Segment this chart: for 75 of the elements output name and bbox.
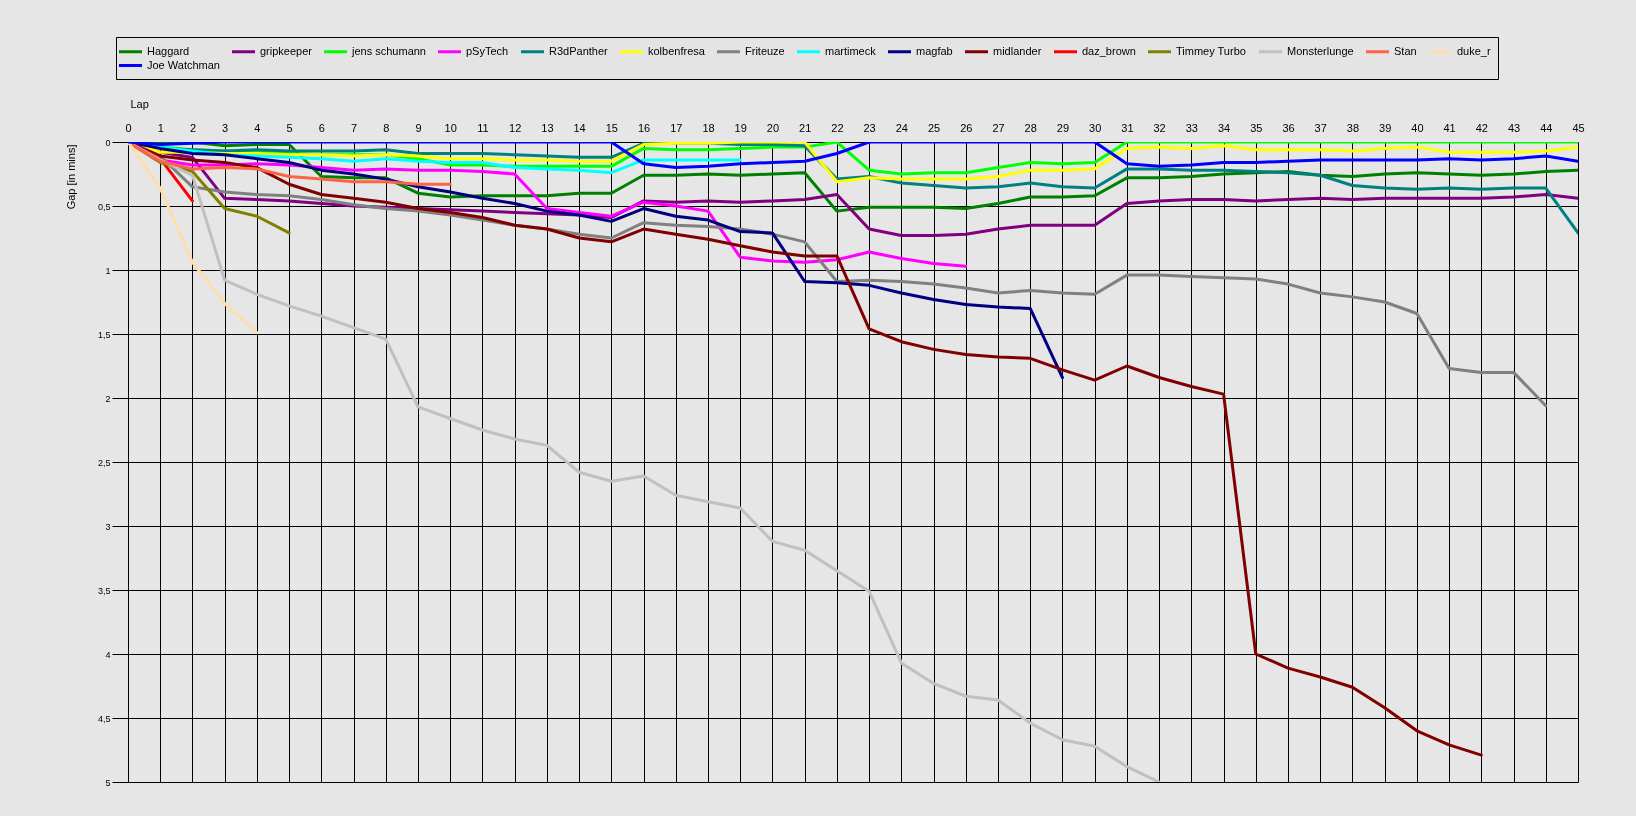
x-tick-label: 27 (992, 121, 1005, 134)
x-tick-label: 23 (863, 121, 876, 134)
x-tick-label: 0 (125, 121, 132, 134)
legend-label: gripkeeper (260, 44, 313, 57)
y-tick-label: 3,5 (97, 585, 111, 596)
x-tick-label: 32 (1153, 121, 1166, 134)
legend-label: Stan (1394, 44, 1417, 57)
x-axis-title: Lap (130, 97, 149, 110)
y-tick-label: 2 (105, 393, 111, 404)
x-tick-label: 20 (766, 121, 780, 134)
x-tick-label: 15 (605, 121, 618, 134)
x-tick-label: 1 (157, 121, 164, 134)
y-tick-label: 1,5 (97, 329, 111, 340)
x-tick-label: 3 (222, 121, 229, 134)
x-tick-label: 19 (734, 121, 747, 134)
x-tick-label: 38 (1346, 121, 1360, 134)
x-tick-label: 21 (799, 121, 812, 134)
y-tick-label: 5 (105, 777, 111, 788)
legend-label: Joe Watchman (147, 58, 220, 71)
legend-label: Friteuze (745, 44, 785, 57)
x-tick-label: 10 (444, 121, 457, 134)
x-tick-label: 44 (1540, 121, 1553, 134)
x-tick-label: 29 (1056, 121, 1070, 134)
y-axis-title: Gap [in mins] (64, 144, 77, 210)
x-tick-label: 7 (350, 121, 358, 134)
x-tick-label: 8 (383, 121, 390, 134)
x-tick-label: 35 (1250, 121, 1263, 134)
legend-label: martimeck (825, 44, 877, 57)
legend-label: jens schumann (351, 44, 426, 57)
x-tick-label: 17 (670, 121, 683, 134)
x-tick-label: 37 (1314, 121, 1327, 134)
x-tick-label: 40 (1411, 121, 1424, 134)
x-tick-label: 42 (1475, 121, 1488, 134)
x-tick-label: 13 (541, 121, 554, 134)
x-tick-label: 25 (927, 121, 941, 134)
x-tick-label: 41 (1443, 121, 1456, 134)
legend-label: magfab (916, 44, 953, 57)
y-tick-label: 3 (105, 521, 111, 532)
legend-label: midlander (993, 44, 1042, 57)
x-tick-label: 12 (509, 121, 522, 134)
x-tick-label: 28 (1024, 121, 1037, 134)
y-tick-label: 0,5 (97, 201, 111, 212)
legend-label: daz_brown (1082, 44, 1136, 57)
x-tick-label: 26 (960, 121, 973, 134)
legend-label: duke_r (1457, 44, 1491, 57)
x-tick-label: 14 (573, 121, 586, 134)
y-tick-label: 4 (105, 649, 111, 660)
x-tick-label: 11 (477, 121, 489, 134)
x-tick-label: 24 (895, 121, 908, 134)
legend-label: Monsterlunge (1287, 44, 1354, 57)
y-tick-label: 4,5 (97, 713, 111, 724)
legend-label: R3dPanther (549, 44, 609, 57)
x-tick-label: 2 (189, 121, 197, 134)
legend-label: Haggard (147, 44, 190, 57)
legend-label: pSyTech (466, 44, 509, 57)
x-tick-label: 6 (318, 121, 325, 134)
x-tick-label: 34 (1217, 121, 1231, 134)
y-tick-label: 1 (105, 265, 111, 276)
x-tick-label: 22 (831, 121, 844, 134)
x-tick-label: 5 (286, 121, 293, 134)
y-tick-label: 0 (105, 137, 111, 148)
x-tick-label: 33 (1185, 121, 1198, 134)
x-tick-label: 18 (702, 121, 715, 134)
x-tick-label: 43 (1507, 121, 1521, 134)
x-tick-label: 36 (1282, 121, 1295, 134)
x-tick-label: 4 (254, 121, 261, 134)
x-tick-label: 45 (1572, 121, 1585, 134)
x-tick-label: 16 (637, 121, 651, 134)
x-tick-label: 30 (1089, 121, 1102, 134)
y-tick-label: 2,5 (97, 457, 111, 468)
legend-label: Timmey Turbo (1176, 44, 1246, 57)
x-tick-label: 9 (415, 121, 422, 134)
x-tick-label: 39 (1379, 121, 1392, 134)
x-tick-label: 31 (1121, 121, 1134, 134)
legend-label: kolbenfresa (648, 44, 706, 57)
